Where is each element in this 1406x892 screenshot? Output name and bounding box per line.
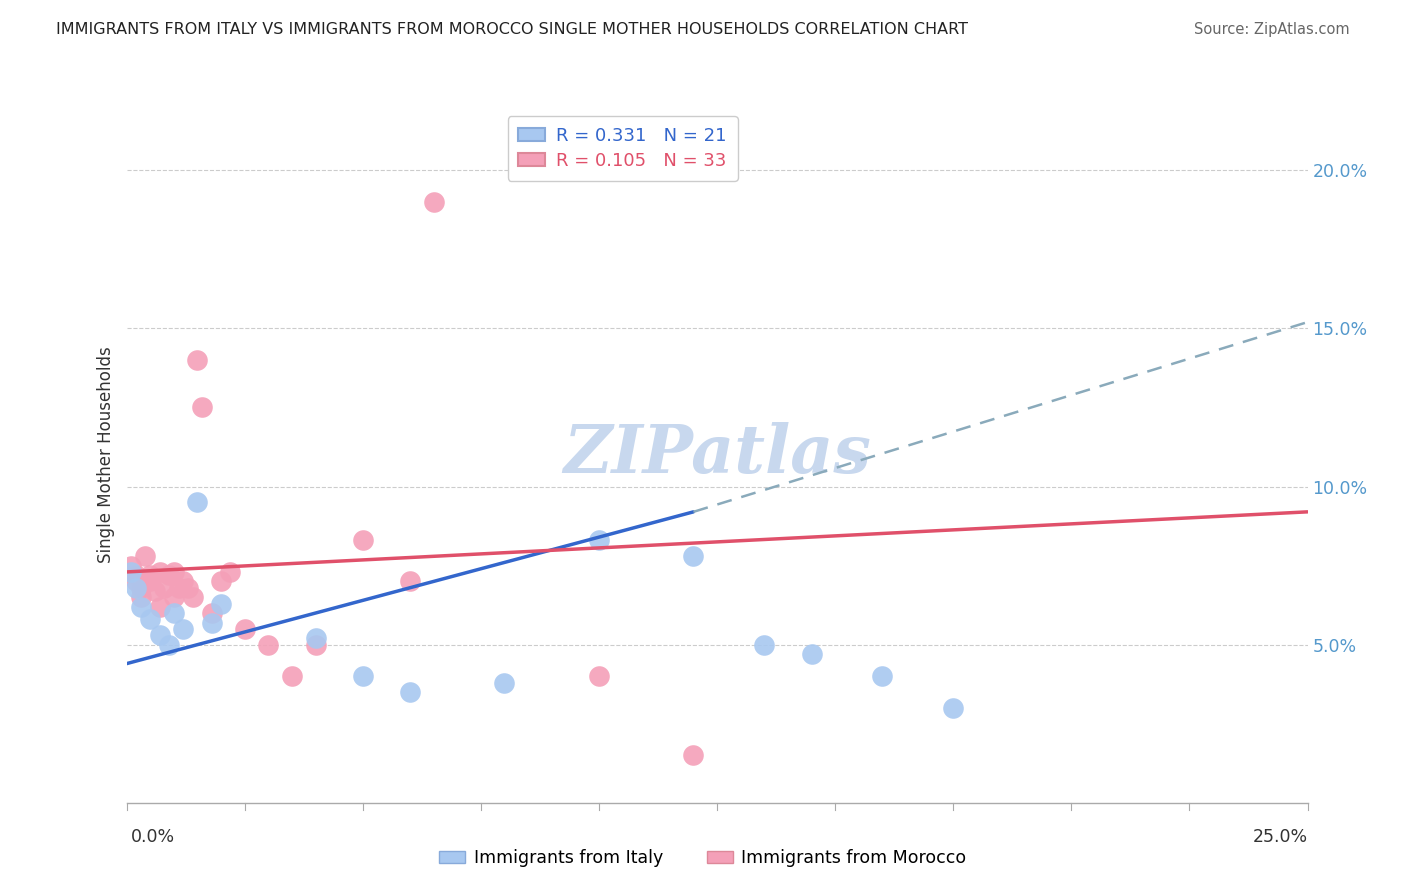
- Text: ZIPatlas: ZIPatlas: [564, 423, 870, 487]
- Point: [120, 558, 142, 573]
- Point: [588, 669, 610, 683]
- Point: [399, 685, 422, 699]
- Point: [163, 565, 186, 579]
- Text: IMMIGRANTS FROM ITALY VS IMMIGRANTS FROM MOROCCO SINGLE MOTHER HOUSEHOLDS CORREL: IMMIGRANTS FROM ITALY VS IMMIGRANTS FROM…: [56, 22, 969, 37]
- Point: [200, 606, 222, 620]
- Point: [157, 568, 180, 582]
- Point: [157, 638, 180, 652]
- Point: [129, 599, 152, 614]
- Point: [172, 574, 194, 589]
- Legend: Immigrants from Italy, Immigrants from Morocco: Immigrants from Italy, Immigrants from M…: [433, 843, 973, 874]
- Point: [125, 581, 148, 595]
- Point: [682, 748, 704, 763]
- Point: [186, 495, 208, 509]
- Point: [200, 615, 222, 630]
- Point: [233, 622, 256, 636]
- Point: [304, 638, 326, 652]
- Point: [139, 574, 162, 589]
- Point: [209, 597, 232, 611]
- Point: [134, 549, 156, 563]
- Point: [149, 628, 172, 642]
- Point: [588, 533, 610, 548]
- Text: 25.0%: 25.0%: [1253, 828, 1308, 846]
- Point: [304, 632, 326, 646]
- Point: [167, 581, 190, 595]
- Point: [139, 612, 162, 626]
- Point: [129, 591, 152, 605]
- Point: [181, 591, 204, 605]
- Point: [800, 647, 823, 661]
- Point: [163, 606, 186, 620]
- Point: [754, 638, 776, 652]
- Point: [209, 574, 232, 589]
- Point: [129, 581, 152, 595]
- Text: Source: ZipAtlas.com: Source: ZipAtlas.com: [1194, 22, 1350, 37]
- Point: [153, 581, 176, 595]
- Point: [872, 669, 894, 683]
- Point: [186, 353, 208, 368]
- Point: [172, 622, 194, 636]
- Point: [143, 583, 166, 598]
- Point: [422, 194, 444, 209]
- Point: [125, 574, 148, 589]
- Point: [163, 591, 186, 605]
- Y-axis label: Single Mother Households: Single Mother Households: [97, 347, 115, 563]
- Point: [399, 574, 422, 589]
- Legend: R = 0.331   N = 21, R = 0.105   N = 33: R = 0.331 N = 21, R = 0.105 N = 33: [508, 116, 738, 181]
- Point: [139, 568, 162, 582]
- Point: [219, 565, 242, 579]
- Text: 0.0%: 0.0%: [131, 828, 174, 846]
- Point: [281, 669, 304, 683]
- Point: [177, 581, 200, 595]
- Point: [682, 549, 704, 563]
- Point: [942, 701, 965, 715]
- Point: [352, 533, 374, 548]
- Point: [149, 599, 172, 614]
- Point: [191, 401, 214, 415]
- Point: [149, 565, 172, 579]
- Point: [125, 568, 148, 582]
- Point: [257, 638, 280, 652]
- Point: [352, 669, 374, 683]
- Point: [494, 675, 516, 690]
- Point: [120, 565, 142, 579]
